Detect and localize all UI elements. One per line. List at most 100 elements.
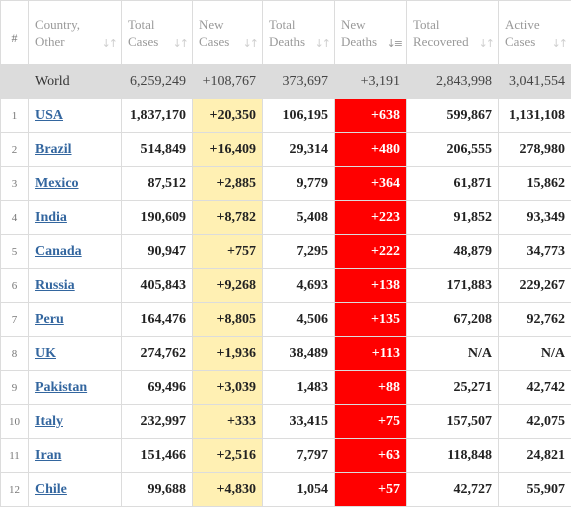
sort-arrows-icon[interactable]: ↓↑ [552, 35, 566, 52]
country-cell: Chile [29, 473, 122, 507]
country-link[interactable]: Pakistan [35, 380, 87, 395]
row-index-cell: 5 [1, 235, 29, 269]
total-recovered-cell: 42,727 [407, 473, 499, 507]
new-deaths-cell: +138 [335, 269, 407, 303]
total-deaths-cell: 106,195 [263, 99, 335, 133]
new-deaths-cell: +222 [335, 235, 407, 269]
active-cases-cell: 42,075 [499, 405, 571, 439]
total-deaths-cell: 9,779 [263, 167, 335, 201]
new-deaths-cell: +223 [335, 201, 407, 235]
country-link[interactable]: Brazil [35, 142, 72, 157]
country-link[interactable]: Russia [35, 278, 75, 293]
total-recovered-cell: 25,271 [407, 371, 499, 405]
total-deaths-cell: 38,489 [263, 337, 335, 371]
sort-arrows-icon[interactable]: ↓↑ [479, 35, 493, 52]
new-cases-cell: +20,350 [193, 99, 263, 133]
new-cases-cell: +1,936 [193, 337, 263, 371]
total-cases-cell: 1,837,170 [122, 99, 193, 133]
total-deaths-cell: 1,054 [263, 473, 335, 507]
new-cases-cell: +2,516 [193, 439, 263, 473]
total-cases-cell: 99,688 [122, 473, 193, 507]
new-cases-cell: +16,409 [193, 133, 263, 167]
country-cell: Brazil [29, 133, 122, 167]
row-index-cell: 10 [1, 405, 29, 439]
total-recovered-cell: 171,883 [407, 269, 499, 303]
new-deaths-cell: +364 [335, 167, 407, 201]
country-cell: Italy [29, 405, 122, 439]
new-deaths-cell: +113 [335, 337, 407, 371]
sort-arrows-icon[interactable]: ↓↑ [102, 35, 116, 52]
world-total-row: World 6,259,249 +108,767 373,697 +3,191 … [1, 65, 571, 99]
total-deaths-cell: 5,408 [263, 201, 335, 235]
total-deaths-cell: 4,693 [263, 269, 335, 303]
total-cases-cell: 232,997 [122, 405, 193, 439]
sort-arrows-icon[interactable]: ↓↑ [173, 35, 187, 52]
new-deaths-cell: +57 [335, 473, 407, 507]
new-cases-cell: +8,782 [193, 201, 263, 235]
row-index-cell: 4 [1, 201, 29, 235]
country-link[interactable]: Peru [35, 312, 64, 327]
sort-desc-icon[interactable]: ↓≡ [387, 35, 401, 52]
country-link[interactable]: Iran [35, 448, 61, 463]
header-index-label: # [12, 31, 18, 45]
total-recovered-cell: 91,852 [407, 201, 499, 235]
total-recovered-cell: 67,208 [407, 303, 499, 337]
country-link[interactable]: Chile [35, 482, 67, 497]
total-cases-cell: 164,476 [122, 303, 193, 337]
active-cases-cell: 92,762 [499, 303, 571, 337]
world-total-cases-cell: 6,259,249 [122, 65, 193, 99]
new-deaths-cell: +638 [335, 99, 407, 133]
new-cases-cell: +9,268 [193, 269, 263, 303]
world-index-cell [1, 65, 29, 99]
row-index-cell: 8 [1, 337, 29, 371]
row-index-cell: 7 [1, 303, 29, 337]
total-recovered-cell: 61,871 [407, 167, 499, 201]
row-index-cell: 12 [1, 473, 29, 507]
active-cases-cell: 229,267 [499, 269, 571, 303]
total-deaths-cell: 4,506 [263, 303, 335, 337]
new-deaths-cell: +135 [335, 303, 407, 337]
active-cases-cell: 34,773 [499, 235, 571, 269]
country-link[interactable]: UK [35, 346, 56, 361]
total-cases-cell: 69,496 [122, 371, 193, 405]
sort-arrows-icon[interactable]: ↓↑ [315, 35, 329, 52]
country-cell: Peru [29, 303, 122, 337]
total-cases-cell: 274,762 [122, 337, 193, 371]
new-cases-cell: +333 [193, 405, 263, 439]
country-link[interactable]: USA [35, 108, 63, 123]
header-country[interactable]: Country,Other ↓↑ [29, 1, 122, 65]
new-deaths-cell: +88 [335, 371, 407, 405]
country-cell: India [29, 201, 122, 235]
country-cell: Canada [29, 235, 122, 269]
country-link[interactable]: Canada [35, 244, 82, 259]
country-link[interactable]: India [35, 210, 67, 225]
row-index-cell: 3 [1, 167, 29, 201]
total-recovered-cell: 118,848 [407, 439, 499, 473]
total-recovered-cell: 206,555 [407, 133, 499, 167]
total-deaths-cell: 7,797 [263, 439, 335, 473]
active-cases-cell: 24,821 [499, 439, 571, 473]
active-cases-cell: 278,980 [499, 133, 571, 167]
total-recovered-cell: 157,507 [407, 405, 499, 439]
new-cases-cell: +8,805 [193, 303, 263, 337]
sort-arrows-icon[interactable]: ↓↑ [243, 35, 257, 52]
country-link[interactable]: Italy [35, 414, 63, 429]
world-country-cell: World [29, 65, 122, 99]
total-cases-cell: 514,849 [122, 133, 193, 167]
total-cases-cell: 90,947 [122, 235, 193, 269]
country-link[interactable]: Mexico [35, 176, 79, 191]
